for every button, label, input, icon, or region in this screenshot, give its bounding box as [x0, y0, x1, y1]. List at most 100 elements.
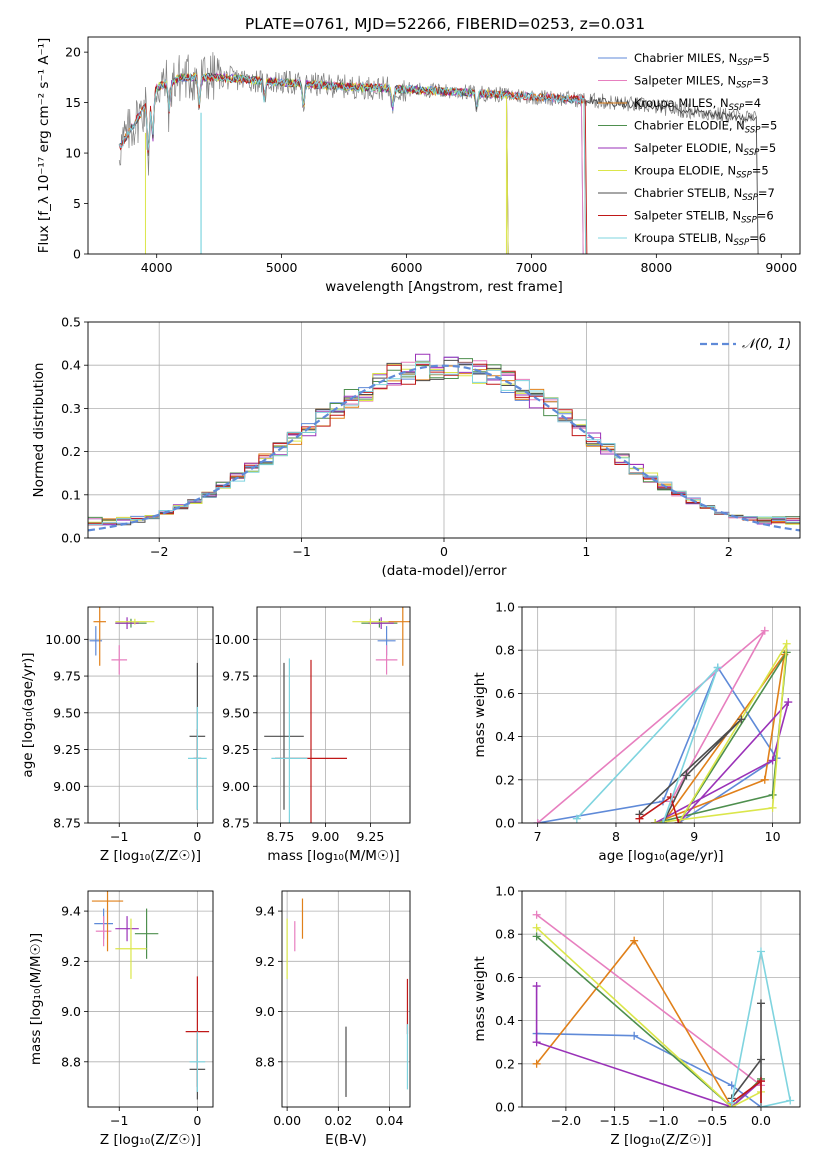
- mass-weight-point: [674, 819, 683, 823]
- normal-curve: [88, 364, 800, 532]
- y-tick-label: 9.00: [222, 779, 250, 794]
- x-tick-label: 9.00: [311, 829, 339, 844]
- mass-weight-point: [760, 775, 769, 784]
- mass-weight-point: [756, 1103, 765, 1107]
- legend-entry: Kroupa ELODIE, NSSP=5: [634, 164, 769, 181]
- x-tick-label: −1: [110, 1113, 128, 1128]
- y-tick-label: 9.25: [222, 742, 250, 757]
- y-tick-label: 9.75: [53, 669, 81, 684]
- model-line-chabrier-miles: [118, 72, 584, 254]
- plot-area: [532, 910, 795, 1107]
- x-axis-label: age [log₁₀(age/yr)]: [598, 848, 723, 864]
- x-tick-label: 9000: [765, 260, 797, 275]
- y-tick-label: 0.1: [61, 487, 81, 502]
- mass-weight-point: [756, 1055, 765, 1064]
- y-tick-label: 15: [65, 95, 81, 110]
- x-tick-label: 4000: [141, 260, 173, 275]
- y-axis-label: mass [log₁₀(M/M☉)]: [28, 933, 44, 1065]
- x-tick-label: 8000: [640, 260, 672, 275]
- plot-area: [118, 52, 759, 254]
- x-tick-label: 0: [440, 544, 448, 559]
- y-tick-label: 5: [73, 196, 81, 211]
- x-tick-label: 0: [193, 829, 201, 844]
- x-axis-label: Z [log₁₀(Z/Z☉)]: [100, 848, 201, 864]
- x-axis-label: E(B-V): [325, 1132, 367, 1148]
- axes-spectrum: 4000 5000 6000 7000 8000 9000 0 5 10 15 20 waveleng…: [36, 36, 801, 295]
- y-tick-label: 9.00: [53, 779, 81, 794]
- model-line-kroupa-stelib: [118, 72, 587, 254]
- mass-weight-point: [682, 771, 691, 780]
- mass-weight-line: [536, 927, 762, 1107]
- x-tick-label: −2: [150, 544, 168, 559]
- mass-weight-point: [756, 947, 765, 956]
- axes-mass-weight-vs-Z: −2.0 −1.5 −1.0 −0.5 0.0 0.0 0.2 0.4 0.6 0.8 1.0 Z […: [472, 884, 801, 1148]
- x-tick-label: −1.0: [648, 1113, 678, 1128]
- figure-title: PLATE=0761, MJD=52266, FIBERID=0253, z=0…: [245, 15, 645, 33]
- mass-weight-point: [532, 923, 541, 932]
- y-axis-label: Normed distribution: [31, 363, 47, 498]
- x-tick-label: 8: [612, 829, 620, 844]
- y-axis-label: mass weight: [472, 956, 488, 1041]
- axes-mass-vs-Z: −1 0 8.8 9.0 9.2 9.4 Z [log₁₀(Z/Z☉)] mass [log₁…: [28, 890, 214, 1148]
- x-tick-label: 0: [193, 1113, 201, 1128]
- plot-area: [91, 891, 210, 1100]
- x-tick-label: 1: [582, 544, 590, 559]
- legend-entry: Salpeter MILES, NSSP=3: [634, 74, 769, 91]
- mass-weight-line: [536, 914, 762, 1087]
- legend-entry: Salpeter STELIB, NSSP=6: [634, 209, 774, 226]
- plot-area: [264, 607, 410, 823]
- mass-weight-line: [654, 701, 790, 823]
- mass-weight-point: [532, 910, 541, 919]
- mass-weight-point: [768, 756, 777, 765]
- x-tick-label: 9: [690, 829, 698, 844]
- legend-entry: Salpeter ELODIE, NSSP=5: [634, 141, 776, 158]
- axes-age-vs-mass: 8.75 9.00 9.25 8.75 9.00 9.25 9.50 9.75 10.00 mas…: [214, 606, 411, 864]
- model-line-salpeter-stelib: [118, 73, 588, 254]
- mass-weight-point: [651, 819, 660, 823]
- y-tick-label: 9.75: [222, 669, 250, 684]
- y-tick-label: 1.0: [495, 600, 515, 615]
- x-tick-label: −0.5: [697, 1113, 727, 1128]
- mass-weight-point: [782, 639, 791, 648]
- y-axis-label: mass weight: [472, 672, 488, 757]
- y-tick-label: 9.4: [61, 904, 81, 919]
- y-tick-label: 9.50: [222, 705, 250, 720]
- y-tick-label: 8.75: [53, 816, 81, 831]
- x-tick-label: 2: [725, 544, 733, 559]
- y-tick-label: 9.25: [53, 742, 81, 757]
- plot-area: [533, 626, 793, 823]
- mass-weight-point: [727, 1098, 736, 1107]
- y-tick-label: 0.6: [495, 970, 515, 985]
- y-tick-label: 0.2: [495, 772, 515, 787]
- mass-weight-line: [638, 718, 742, 823]
- legend-entry: Chabrier STELIB, NSSP=7: [634, 186, 775, 203]
- mass-weight-point: [572, 814, 581, 823]
- plot-area: [89, 607, 207, 810]
- mass-weight-point: [532, 1038, 541, 1047]
- y-axis-label: age [log₁₀(age/yr)]: [20, 652, 36, 777]
- spectrum-data-line: [118, 52, 757, 176]
- mass-weight-point: [630, 936, 639, 945]
- mass-weight-line: [654, 643, 788, 823]
- mass-weight-point: [756, 999, 765, 1008]
- y-tick-label: 8.8: [61, 1054, 81, 1069]
- y-tick-label: 0.3: [61, 401, 81, 416]
- mass-weight-point: [630, 1031, 639, 1040]
- x-tick-label: 9.25: [356, 829, 384, 844]
- mass-weight-point: [532, 1059, 541, 1068]
- y-tick-label: 0.0: [495, 1100, 515, 1115]
- legend-entry: Kroupa STELIB, NSSP=6: [634, 231, 766, 248]
- axes-residuals: −2 −1 0 1 2 0.0 0.1 0.2 0.3 0.4 0.5 (data-model)/er…: [31, 315, 801, 579]
- x-tick-label: 0.00: [273, 1113, 301, 1128]
- mass-weight-point: [532, 982, 541, 991]
- mass-weight-line: [730, 951, 792, 1107]
- y-tick-label: 1.0: [495, 884, 515, 899]
- x-axis-label: mass [log₁₀(M/M☉)]: [267, 848, 399, 864]
- y-tick-label: 0.8: [495, 643, 515, 658]
- y-tick-label: 0.8: [495, 927, 515, 942]
- spectrum-legend: Chabrier MILES, NSSP=5 Salpeter MILES, NS…: [598, 51, 777, 248]
- model-line-kroupa-miles: [118, 72, 587, 254]
- mass-weight-point: [533, 819, 542, 823]
- mass-weight-point: [635, 814, 644, 823]
- x-axis-label: (data-model)/error: [381, 563, 507, 579]
